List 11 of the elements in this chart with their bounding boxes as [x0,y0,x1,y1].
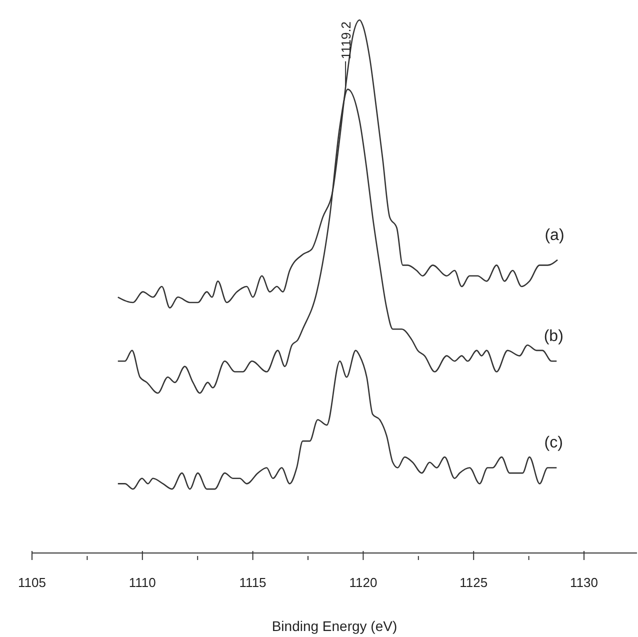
x-tick-label: 1120 [349,575,378,590]
series-label: (c) [544,434,563,452]
x-tick-label: 1130 [570,575,598,590]
series-label: (b) [544,328,564,346]
x-tick-label: 1125 [460,575,488,590]
x-axis-title: Binding Energy (eV) [272,618,398,634]
annotation: 1119.2 [338,21,354,60]
x-tick-label: 1105 [18,575,46,590]
x-tick-label: 1110 [128,575,156,590]
series-label: (a) [544,226,564,244]
x-tick-label: 1115 [239,575,266,590]
